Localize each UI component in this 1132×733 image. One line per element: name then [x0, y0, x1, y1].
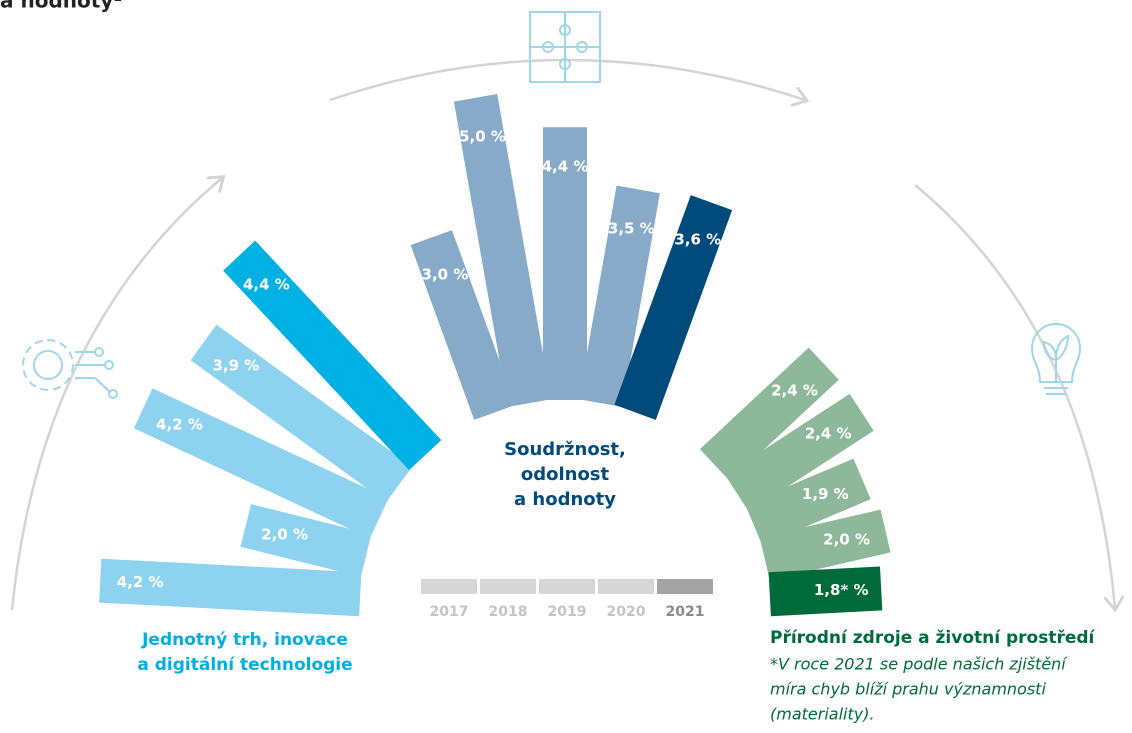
bar — [543, 127, 587, 400]
gear-icon — [22, 339, 118, 399]
value-label: 4,2 % — [117, 573, 164, 591]
bar — [759, 509, 891, 581]
arrow-arc — [914, 184, 1115, 608]
bulb-icon — [1030, 323, 1082, 395]
value-label: 3,5 % — [608, 219, 655, 237]
bar — [768, 566, 883, 617]
group-label: odolnost — [521, 464, 610, 485]
value-label: 4,4 % — [542, 158, 589, 176]
bar — [724, 393, 874, 512]
footnote: *V roce 2021 se podle našich zjištění — [770, 655, 1068, 674]
arrow-arc — [10, 178, 222, 611]
value-label: 1,9 % — [802, 485, 849, 503]
bar — [240, 504, 372, 577]
year-legend-swatch — [480, 579, 536, 594]
value-label: 3,6 % — [674, 231, 721, 249]
puzzle-icon — [529, 11, 601, 83]
value-label: 4,4 % — [243, 275, 290, 293]
header: a hodnoty¹ — [0, 0, 122, 13]
value-label: 1,8* % — [814, 581, 869, 599]
bar — [99, 558, 362, 617]
value-label: 2,4 % — [771, 381, 818, 399]
value-label: 2,0 % — [261, 526, 308, 544]
group-label: Jednotný trh, inovace — [141, 630, 348, 650]
bar — [745, 458, 871, 546]
bar — [578, 185, 660, 407]
year-legend-swatch — [421, 579, 477, 594]
footnote: (materiality). — [770, 705, 875, 724]
year-legend-label: 2021 — [666, 604, 705, 620]
arrow-arc — [329, 58, 805, 100]
year-legend-label: 2019 — [548, 604, 587, 620]
year-legend-swatch — [657, 579, 713, 594]
year-legend-label: 2017 — [430, 604, 469, 620]
bar — [614, 195, 733, 420]
value-label: 5,0 % — [459, 128, 506, 146]
bar — [133, 388, 389, 539]
bar — [699, 347, 839, 482]
value-label: 2,0 % — [823, 530, 870, 548]
bar — [410, 230, 516, 420]
value-label: 3,9 % — [212, 356, 259, 374]
group-label: Přírodní zdroje a životní prostředí — [770, 628, 1096, 648]
year-legend-swatch — [598, 579, 654, 594]
year-legend-swatch — [539, 579, 595, 594]
footnote: míra chyb blíží prahu významnosti — [770, 680, 1046, 699]
value-label: 2,4 % — [805, 425, 852, 443]
bar — [190, 324, 413, 503]
bar — [223, 240, 442, 471]
year-legend-label: 2018 — [489, 604, 528, 620]
value-label: 3,0 % — [422, 266, 469, 284]
year-legend-label: 2020 — [607, 604, 646, 620]
group-label: Soudržnost, — [504, 439, 626, 460]
bar — [453, 94, 552, 407]
group-label: a hodnoty — [514, 489, 616, 510]
group-label: a digitální technologie — [137, 655, 352, 675]
value-label: 4,2 % — [156, 416, 203, 434]
